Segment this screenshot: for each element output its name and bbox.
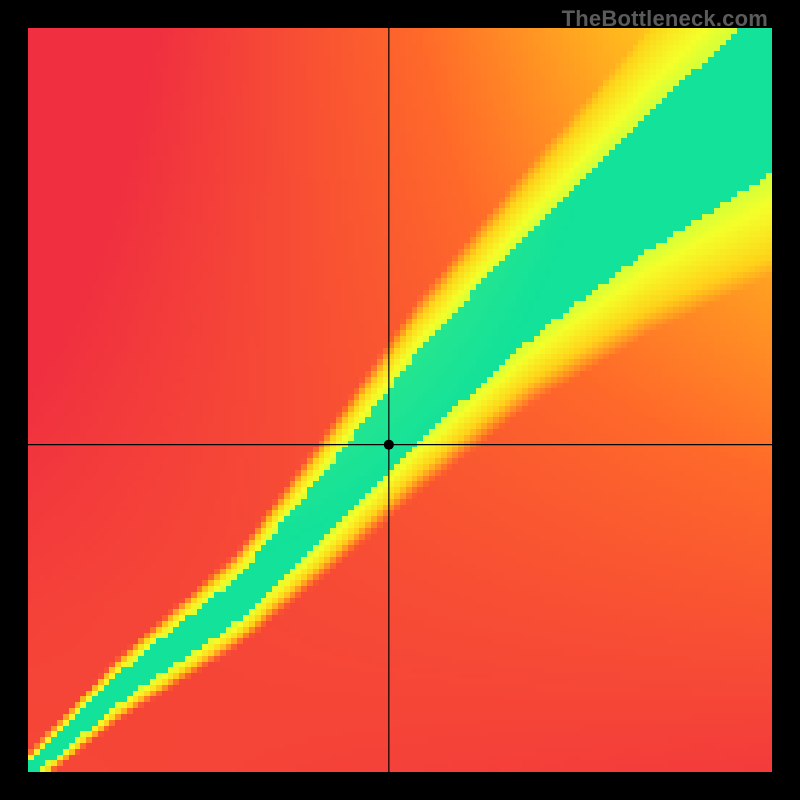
chart-container: TheBottleneck.com bbox=[0, 0, 800, 800]
bottleneck-heatmap bbox=[0, 0, 800, 800]
watermark-text: TheBottleneck.com bbox=[562, 6, 768, 32]
